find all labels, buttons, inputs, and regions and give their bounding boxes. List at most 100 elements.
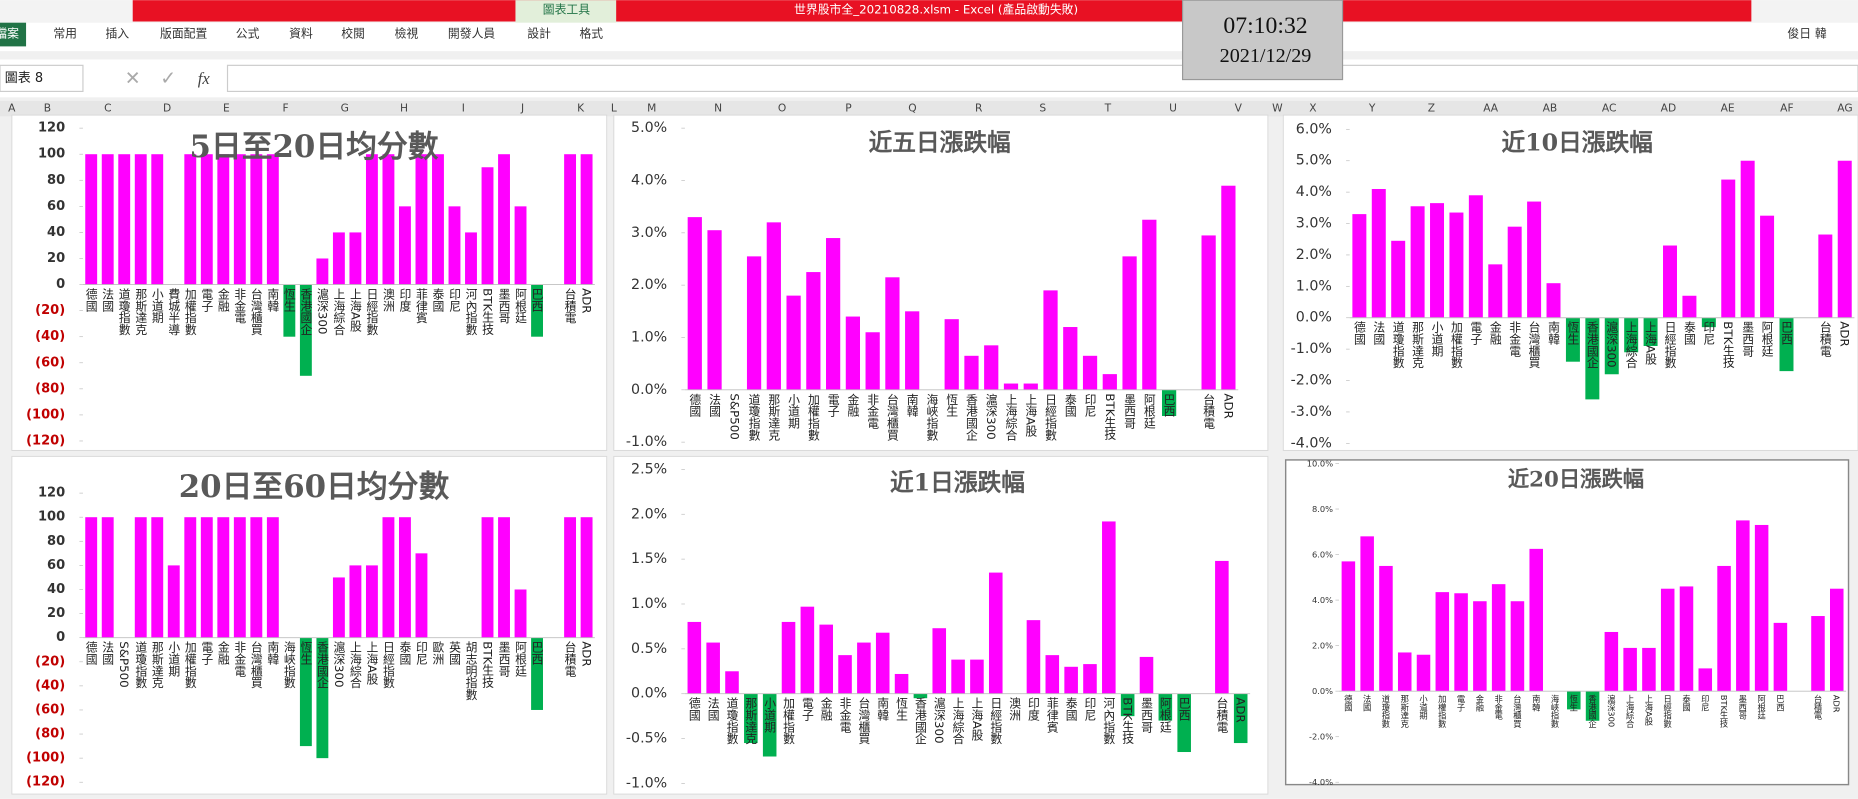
category-label: 小道期 [763,697,777,733]
bar [1177,693,1191,753]
y-tick-label: -4.0% [1291,435,1332,451]
bar [687,621,702,694]
category-label: 巴西 [530,288,544,312]
category-label: 上海A股 [348,288,362,332]
category-label: ADR [1221,393,1235,418]
bar [1507,226,1522,318]
bar [299,637,312,747]
bar [1682,295,1697,318]
ribbon-tab[interactable]: 公式 [236,26,260,40]
chart-title: 5日至20日均分數 [189,129,438,165]
clock-date: 2021/12/29 [1220,45,1312,67]
category-label: 電子 [1456,695,1466,712]
bar [1604,317,1619,375]
chart-area[interactable] [613,114,1269,451]
bar [951,659,965,694]
ribbon-tab[interactable]: 常用 [53,26,77,40]
bar [1360,536,1374,692]
y-tick-label: 1.0% [631,596,667,612]
bar [250,154,263,285]
column-letter: AG [1837,102,1852,115]
category-label: 滬深300 [1606,694,1616,727]
category-label: 台灣櫃買 [249,641,263,690]
ribbon-tab[interactable]: 設計 [527,26,551,40]
bar [826,238,841,390]
category-label: 費城半導 [167,288,181,336]
bar [580,154,593,285]
category-label: 法國 [1362,694,1372,712]
bar [845,316,861,390]
bar [1829,588,1844,692]
y-tick-label: 2.0% [631,506,667,522]
bar [1142,219,1157,390]
column-letter: P [845,102,852,115]
y-tick-label: 60 [47,558,65,573]
bar [1023,383,1038,390]
category-label: 滬深300 [332,641,346,688]
bar [580,517,593,638]
category-label: 那斯達克 [744,697,758,745]
category-label: 上海綜合 [1625,695,1635,729]
file-tab[interactable] [0,22,27,47]
ribbon-tab[interactable]: 插入 [105,26,129,40]
formula-input[interactable] [226,64,1858,93]
category-label: 小道期 [1430,321,1444,357]
y-tick-label: 1.5% [631,551,667,567]
bar [233,517,246,638]
bar [498,154,510,285]
chart-title: 近20日漲跌幅 [1508,467,1644,493]
bar [1565,317,1580,362]
category-label: 恆生 [1566,321,1580,345]
category-label: 台積電 [563,288,577,324]
bar [932,628,947,694]
ribbon-tab[interactable]: 開發人員 [448,26,495,40]
ribbon-tab[interactable]: 版面配置 [160,26,207,40]
y-tick-label: 100 [38,147,65,162]
category-label: 金融 [819,697,833,722]
category-label: 香港國企 [964,393,978,440]
column-headers: A B C D E F G H I J K L M N O P Q R S T U V W X Y Z AA AB AC AD AE AF AG [8,102,1852,115]
y-tick-label: 0 [56,630,65,645]
column-letter: AC [1602,102,1617,115]
bar [1740,160,1755,318]
bar [250,517,263,638]
bar [465,232,477,285]
y-tick-label: (40) [35,329,65,344]
cancel-icon[interactable]: ✕ [125,67,141,89]
y-tick-label: 120 [38,121,65,136]
fx-icon[interactable]: fx [198,69,211,88]
bar [1624,317,1639,353]
bar [382,517,395,638]
category-label: 阿根廷 [1142,393,1156,429]
category-label: 墨西哥 [1123,393,1137,429]
category-label: 道瓊指數 [1391,321,1405,370]
enter-icon[interactable]: ✓ [160,67,176,89]
chart-tools-label: 圖表工具 [543,3,590,17]
ribbon-tab[interactable]: 格式 [579,26,603,40]
bar [1082,355,1098,390]
column-letter: AA [1483,102,1499,115]
ribbon-tab[interactable]: 檢視 [395,26,419,40]
category-label: 台積電 [563,641,577,677]
bar [134,517,147,638]
category-label: 加權指數 [1449,321,1463,369]
category-label: 台積電 [1818,321,1832,357]
y-tick-label: (60) [35,355,65,370]
ribbon-tab[interactable]: 校閱 [341,26,365,40]
user-name[interactable]: 俊日 韓 [1787,26,1826,40]
category-label: 菲律賓 [414,288,428,324]
ribbon-tab[interactable]: 檔案 [0,26,19,40]
name-box[interactable] [0,64,84,93]
ribbon-tab[interactable]: 資料 [289,26,313,40]
chart: 10.0% 8.0% 6.0% 4.0% 2.0% 0.0% -2.0% -4.0% 德國 法國道… [1284,458,1850,787]
category-label: 上海綜合 [1004,393,1018,440]
y-tick-label: 2.0% [631,277,667,293]
chart-area[interactable] [613,455,1269,795]
bar [85,517,98,638]
category-label: 印尼 [447,288,461,312]
bar [316,258,329,285]
bar [1529,548,1543,692]
column-letter: L [611,102,617,115]
